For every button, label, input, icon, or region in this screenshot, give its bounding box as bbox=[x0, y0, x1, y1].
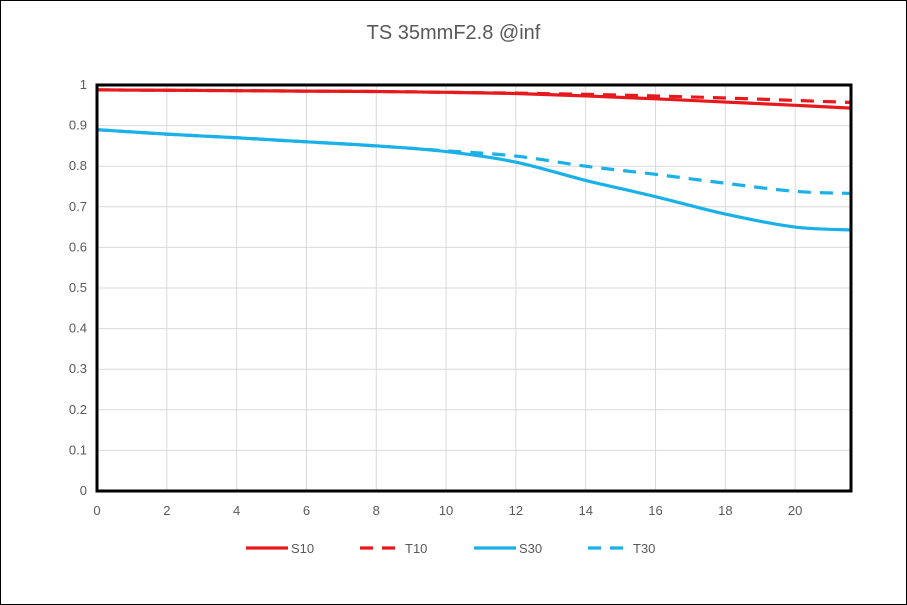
x-tick-label: 18 bbox=[718, 503, 732, 518]
y-tick-label: 0.9 bbox=[69, 118, 87, 133]
series-line-s30 bbox=[96, 128, 852, 232]
y-tick-label: 0.8 bbox=[69, 158, 87, 173]
series-line-t30 bbox=[96, 128, 852, 196]
y-tick-label: 0.6 bbox=[69, 239, 87, 254]
x-tick-label: 20 bbox=[788, 503, 802, 518]
plot-area-border bbox=[95, 83, 853, 493]
x-tick-label: 14 bbox=[578, 503, 592, 518]
y-tick-label: 0.4 bbox=[69, 321, 87, 336]
legend: S10 T10 S30 T30 bbox=[246, 541, 655, 556]
x-tick-label: 6 bbox=[303, 503, 310, 518]
y-tick-label: 0 bbox=[80, 483, 87, 498]
x-tick-label: 16 bbox=[648, 503, 662, 518]
tick-labels: 0 2 4 6 8 10 12 14 16 18 20 0 0.1 0.2 0.3 0.4 0.5 0.6 0.7 0… bbox=[69, 77, 802, 518]
series-line-t10 bbox=[96, 88, 852, 105]
x-tick-label: 12 bbox=[509, 503, 523, 518]
legend-label-s10: S10 bbox=[291, 541, 314, 556]
y-tick-label: 0.1 bbox=[69, 442, 87, 457]
y-tick-label: 0.3 bbox=[69, 361, 87, 376]
legend-label-t30: T30 bbox=[633, 541, 655, 556]
y-tick-label: 1 bbox=[80, 77, 87, 92]
series-lines bbox=[96, 88, 852, 232]
legend-label-t10: T10 bbox=[405, 541, 427, 556]
x-tick-label: 8 bbox=[373, 503, 380, 518]
x-tick-label: 0 bbox=[93, 503, 100, 518]
chart-title: TS 35mmF2.8 @inf bbox=[366, 22, 541, 44]
legend-label-s30: S30 bbox=[519, 541, 542, 556]
y-tick-label: 0.2 bbox=[69, 402, 87, 417]
x-tick-label: 2 bbox=[163, 503, 170, 518]
x-tick-label: 10 bbox=[439, 503, 453, 518]
y-tick-label: 0.5 bbox=[69, 280, 87, 295]
y-tick-label: 0.7 bbox=[69, 199, 87, 214]
grid bbox=[96, 84, 851, 492]
x-tick-label: 4 bbox=[233, 503, 240, 518]
